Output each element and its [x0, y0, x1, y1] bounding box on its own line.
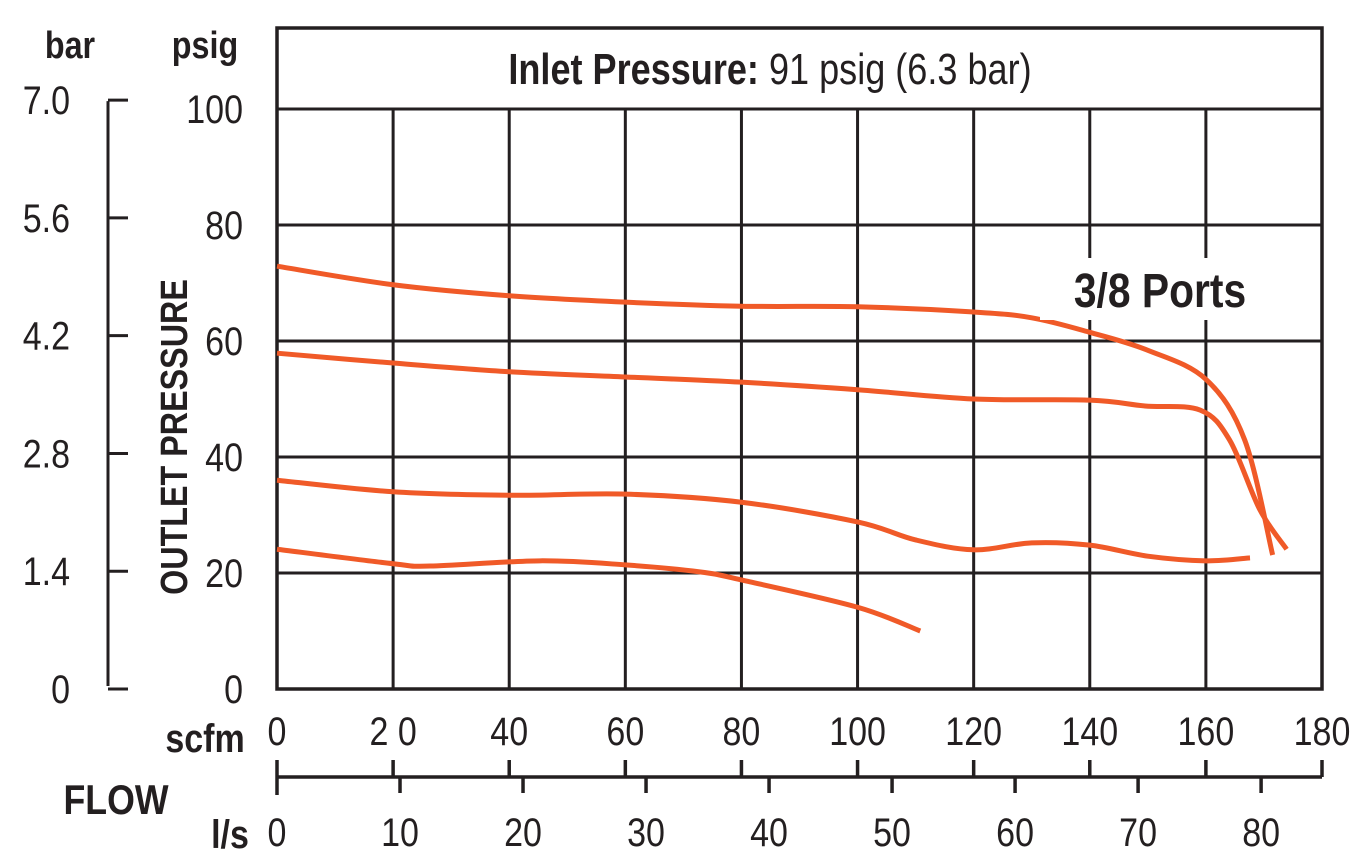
x-unit-scfm: scfm: [165, 715, 244, 760]
x-tick-label-ls: 0: [268, 809, 287, 854]
x-tick-label-scfm: 120: [945, 708, 1002, 753]
x-tick-label-ls: 40: [750, 809, 788, 854]
y-tick-label-psig: 80: [205, 202, 243, 247]
x-tick-label-scfm: 2 0: [369, 708, 416, 753]
flow-curve: [276, 546, 922, 634]
x-tick-label-ls: 20: [504, 809, 542, 854]
y-tick-label-bar: 5.6: [23, 195, 70, 240]
y-tick-label-psig: 60: [205, 318, 243, 363]
flow-curves: [276, 263, 1289, 634]
annotation-background: [1040, 258, 1280, 320]
flow-curve: [276, 263, 1276, 556]
annotation-ports: 3/8 Ports: [1074, 265, 1246, 318]
flow-curve: [276, 350, 1289, 551]
x-tick-label-scfm: 100: [829, 708, 886, 753]
y-tick-label-psig: 40: [205, 434, 243, 479]
chart-title-bold: Inlet Pressure:: [508, 45, 759, 94]
y-unit-psig: psig: [172, 25, 238, 67]
flow-curve: [276, 477, 1251, 564]
y-tick-label-bar: 7.0: [23, 78, 70, 123]
x-unit-ls: l/s: [211, 811, 249, 856]
x-tick-label-ls: 80: [1242, 809, 1280, 854]
x-tick-label-scfm: 80: [723, 708, 761, 753]
x-tick-label-ls: 10: [381, 809, 419, 854]
x-tick-label-ls: 50: [873, 809, 911, 854]
y-tick-label-bar: 0: [51, 666, 70, 711]
x-tick-label-scfm: 40: [490, 708, 528, 753]
y-tick-label-bar: 2.8: [23, 431, 70, 476]
chart-title-rest: 91 psig (6.3 bar): [759, 45, 1032, 94]
x-tick-label-scfm: 180: [1294, 708, 1351, 753]
y-tick-label-psig: 100: [186, 86, 243, 131]
y-tick-label-bar: 4.2: [23, 313, 70, 358]
y-tick-label-psig: 20: [205, 550, 243, 595]
y-axis-label: OUTLET PRESSURE: [154, 279, 196, 595]
x-tick-label-scfm: 60: [606, 708, 644, 753]
chart-title: Inlet Pressure: 91 psig (6.3 bar): [508, 45, 1031, 94]
x-tick-label-ls: 60: [996, 809, 1034, 854]
x-tick-label-scfm: 0: [268, 708, 287, 753]
x-tick-label-ls: 30: [627, 809, 665, 854]
x-axis-label: FLOW: [63, 777, 168, 823]
x-tick-label-scfm: 140: [1061, 708, 1118, 753]
y-tick-label-bar: 1.4: [23, 549, 70, 594]
x-tick-label-ls: 70: [1119, 809, 1157, 854]
plot-frame: [275, 26, 1324, 691]
y-unit-bar: bar: [45, 25, 96, 67]
y-tick-label-psig: 0: [224, 666, 243, 711]
x-tick-label-scfm: 160: [1178, 708, 1235, 753]
